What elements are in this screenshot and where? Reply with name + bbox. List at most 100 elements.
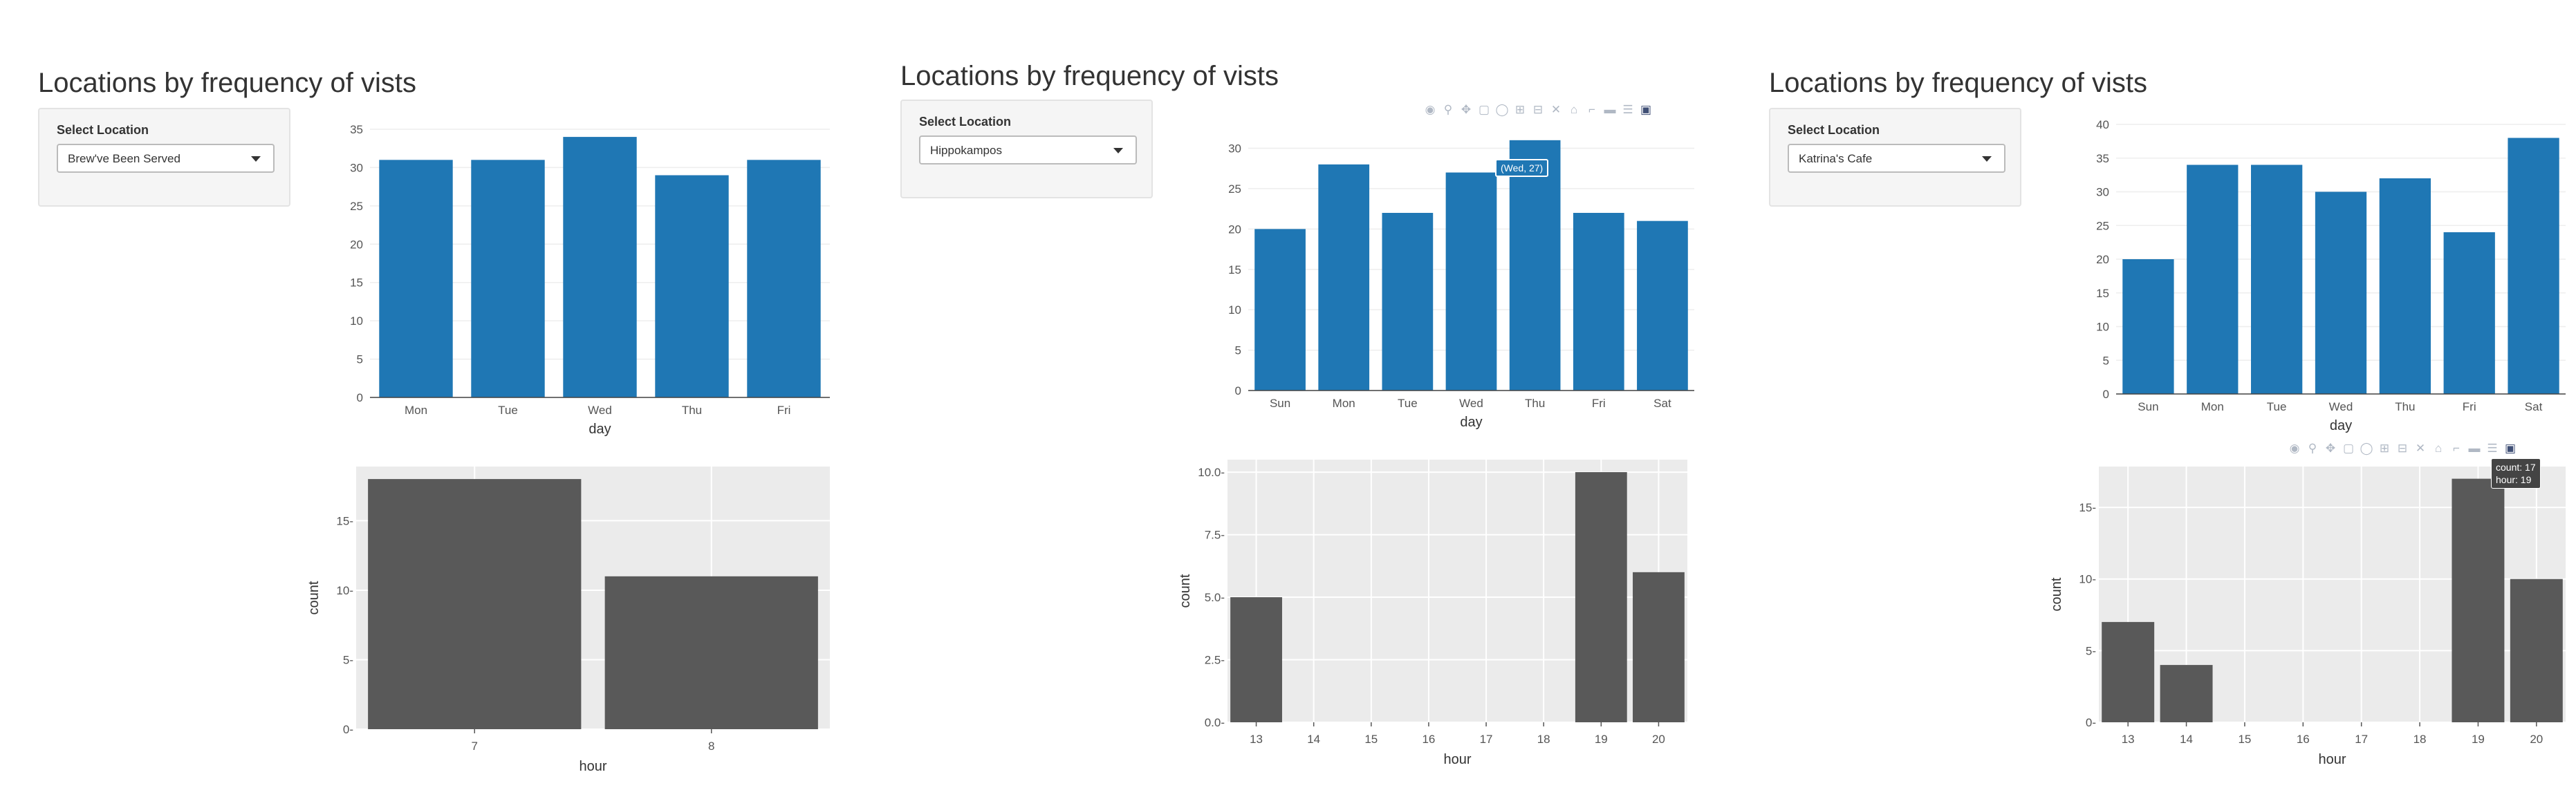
bar[interactable] <box>368 479 582 729</box>
zoom-icon[interactable]: ⚲ <box>1443 103 1453 116</box>
bar[interactable] <box>1445 172 1497 391</box>
bar[interactable] <box>2510 579 2563 722</box>
hover-compare-icon[interactable]: ☰ <box>1622 103 1633 116</box>
page-title: Locations by frequency of vists <box>1769 68 2147 98</box>
bar[interactable] <box>1633 572 1685 722</box>
bar[interactable] <box>2452 478 2505 722</box>
bar[interactable] <box>2508 138 2559 395</box>
zoom-in-icon[interactable]: ⊞ <box>1514 103 1526 116</box>
bar[interactable] <box>2443 232 2495 394</box>
y-tick-label: 30 <box>1228 142 1241 156</box>
y-tick-label: 15 <box>1228 263 1241 276</box>
y-tick-label: 5- <box>343 653 353 666</box>
bar[interactable] <box>2122 259 2174 394</box>
bar[interactable] <box>1575 472 1627 722</box>
autoscale-icon[interactable]: ✕ <box>1550 103 1562 116</box>
bar[interactable] <box>655 175 729 397</box>
bar[interactable] <box>2102 621 2155 722</box>
bar[interactable] <box>379 160 453 397</box>
reset-axes-icon[interactable]: ⌂ <box>2434 442 2443 455</box>
bar[interactable] <box>1637 220 1688 391</box>
tooltip-hour: hour: 19 <box>2496 474 2532 485</box>
x-tick-label: 7 <box>472 740 478 753</box>
pan-icon[interactable]: ✥ <box>2325 442 2336 455</box>
camera-icon[interactable]: ◉ <box>2289 442 2300 455</box>
x-axis-title: day <box>589 422 611 437</box>
plotly-logo-icon[interactable]: ▣ <box>1640 103 1652 116</box>
day-hover-tooltip: (Wed, 27) <box>1495 159 1549 177</box>
select-location-label: Select Location <box>919 115 1012 129</box>
x-tick-label: 14 <box>1307 733 1320 746</box>
bar[interactable] <box>1254 229 1306 391</box>
sidebar-well: Select Location Katrina's Cafe <box>1769 108 2021 207</box>
y-tick-label: 10.0- <box>1198 466 1225 479</box>
sidebar-well: Select Location Brew've Been Served <box>38 108 290 207</box>
hour-bar-chart[interactable]: 0.0- 2.5- 5.0- 7.5- 10.0- 13 14 15 16 17 18 19 20 hou… <box>1176 453 1708 771</box>
day-bar-chart[interactable]: 0 5 10 15 20 25 30 Sun Mon Tue Wed Thu Fri Sat day <box>1203 128 1708 439</box>
y-tick-label: 0 <box>1235 384 1241 397</box>
bar[interactable] <box>604 576 818 729</box>
location-select[interactable]: Katrina's Cafe <box>1788 144 2005 173</box>
y-tick-label: 35 <box>350 123 363 136</box>
hour-bar-chart[interactable]: 0- 5- 10- 15- 13 14 15 16 17 18 19 20 hour count <box>2047 460 2573 771</box>
spike-lines-icon[interactable]: ⌐ <box>1588 103 1595 116</box>
day-bar-chart[interactable]: 0 5 10 15 20 25 30 35 Mon Tue Wed Thu Fri day <box>318 121 844 446</box>
y-tick-label: 20 <box>350 238 363 251</box>
hour-bar-chart[interactable]: 0- 5- 10- 15- 7 8 hour count <box>304 460 844 778</box>
x-tick-label: Sun <box>2138 400 2158 413</box>
hour-hover-tooltip: count: 17 hour: 19 <box>2491 458 2541 489</box>
day-bar-chart[interactable]: 0 5 10 15 20 25 30 35 40 Sun Mon Tue Wed Thu Fri Sat day <box>2075 118 2573 442</box>
bar[interactable] <box>1382 212 1434 391</box>
x-tick-label: Wed <box>2329 400 2353 413</box>
camera-icon[interactable]: ◉ <box>1425 103 1436 116</box>
hover-closest-icon[interactable]: ▬ <box>2468 442 2481 455</box>
y-tick-label: 10 <box>2096 321 2109 334</box>
box-select-icon[interactable]: ▢ <box>1478 103 1490 116</box>
box-select-icon[interactable]: ▢ <box>2342 442 2355 455</box>
zoom-out-icon[interactable]: ⊟ <box>2397 442 2408 455</box>
bar[interactable] <box>563 137 637 398</box>
x-tick-label: 17 <box>1480 733 1493 746</box>
plotly-modebar: ◉ ⚲ ✥ ▢ ◯ ⊞ ⊟ ✕ ⌂ ⌐ ▬ ☰ ▣ <box>2286 440 2519 458</box>
lasso-icon[interactable]: ◯ <box>2360 442 2373 455</box>
zoom-out-icon[interactable]: ⊟ <box>1532 103 1544 116</box>
hover-compare-icon[interactable]: ☰ <box>2487 442 2498 455</box>
y-tick-label: 15 <box>350 276 363 290</box>
x-tick-label: Thu <box>682 404 702 417</box>
bar[interactable] <box>747 160 821 397</box>
x-tick-label: Sat <box>1653 397 1671 410</box>
x-tick-label: 20 <box>1652 733 1665 746</box>
bar[interactable] <box>2160 665 2213 722</box>
x-axis-title: hour <box>2318 752 2346 767</box>
y-axis-title: count <box>1178 574 1193 608</box>
x-axis-title: day <box>1460 415 1482 430</box>
autoscale-icon[interactable]: ✕ <box>2415 442 2426 455</box>
x-tick-label: Mon <box>2201 400 2224 413</box>
hover-closest-icon[interactable]: ▬ <box>1604 103 1616 116</box>
tooltip-count: count: 17 <box>2496 462 2536 473</box>
bar[interactable] <box>1230 597 1282 722</box>
location-select[interactable]: Hippokampos <box>919 135 1137 164</box>
lasso-icon[interactable]: ◯ <box>1495 103 1509 116</box>
pan-icon[interactable]: ✥ <box>1461 103 1472 116</box>
location-select[interactable]: Brew've Been Served <box>57 144 275 173</box>
bar[interactable] <box>2379 178 2431 394</box>
spike-lines-icon[interactable]: ⌐ <box>2453 442 2460 455</box>
chevron-down-icon <box>1113 148 1123 153</box>
y-tick-label: 0- <box>2086 716 2096 729</box>
zoom-in-icon[interactable]: ⊞ <box>2379 442 2390 455</box>
bar[interactable] <box>2251 164 2303 395</box>
x-axis-title: day <box>2330 418 2352 433</box>
plotly-logo-icon[interactable]: ▣ <box>2504 442 2517 455</box>
x-axis-title: hour <box>579 759 606 774</box>
y-tick-label: 40 <box>2096 118 2109 131</box>
bar[interactable] <box>1509 140 1561 391</box>
x-tick-label: Wed <box>588 404 612 417</box>
bar[interactable] <box>2315 191 2367 395</box>
zoom-icon[interactable]: ⚲ <box>2308 442 2317 455</box>
bar[interactable] <box>1573 212 1624 391</box>
bar[interactable] <box>471 160 545 397</box>
bar[interactable] <box>1318 164 1370 391</box>
reset-axes-icon[interactable]: ⌂ <box>1570 103 1578 116</box>
bar[interactable] <box>2187 164 2239 395</box>
